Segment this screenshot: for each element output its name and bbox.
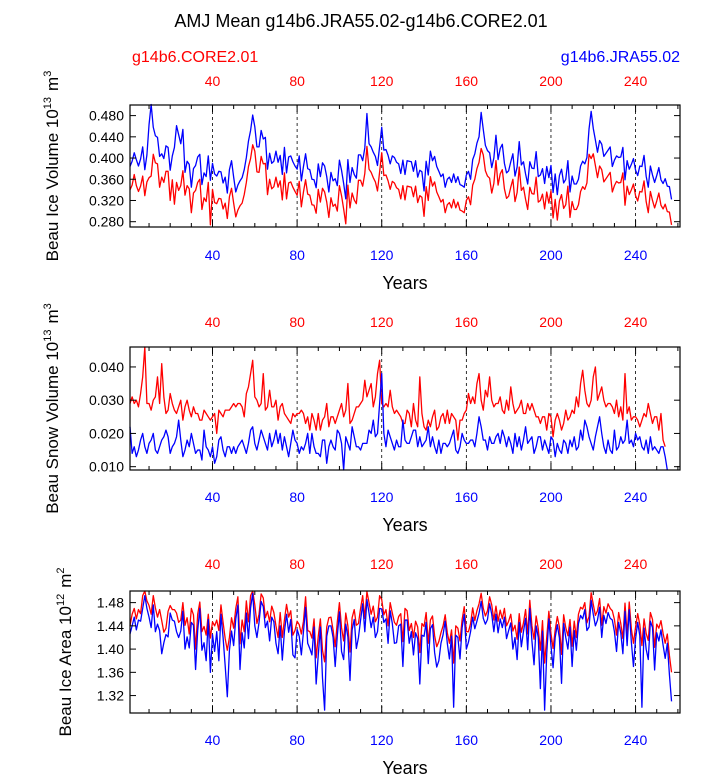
- x-tick-label-top: 40: [205, 314, 221, 330]
- x-tick-label-top: 40: [205, 73, 221, 89]
- chart-panels: 0.280 0.320 0.360 0.400 0.440 0.480 40 40 80 80 12…: [42, 71, 681, 775]
- y-tick-label: 1.32: [97, 688, 124, 704]
- x-tick-label-top: 200: [539, 73, 563, 89]
- series-line-0: [129, 590, 673, 673]
- x-tick-label-top: 40: [205, 556, 221, 572]
- series-line-1: [129, 592, 673, 711]
- y-axis-label-name: Beau Ice Volume: [43, 133, 62, 262]
- x-tick-label-top: 120: [370, 314, 394, 330]
- y-tick-label: 0.480: [89, 108, 124, 124]
- x-tick-label-top: 240: [624, 556, 648, 572]
- x-tick-label-top: 80: [289, 314, 305, 330]
- y-tick-label: 1.48: [97, 595, 124, 611]
- y-axis-label: Beau Ice Volume 1013 m3: [42, 71, 62, 262]
- chart-title: AMJ Mean g14b6.JRA55.02-g14b6.CORE2.01: [174, 11, 547, 31]
- y-axis-unit-exponent: 12: [55, 594, 67, 606]
- x-tick-label-bottom: 160: [455, 247, 479, 263]
- y-axis-unit-base: 10: [56, 606, 75, 625]
- panel-snow-volume: 0.010 0.020 0.030 0.040 40 40 80 80 120 120 160 160…: [42, 303, 681, 535]
- y-tick-label: 0.030: [89, 392, 124, 408]
- y-axis-label-name: Beau Ice Area: [56, 629, 75, 736]
- x-tick-label-top: 240: [624, 73, 648, 89]
- x-tick-label-bottom: 200: [539, 489, 563, 505]
- y-axis-unit-suffix-exponent: 3: [42, 303, 54, 309]
- y-tick-label: 0.400: [89, 150, 124, 166]
- panel-ice-volume: 0.280 0.320 0.360 0.400 0.440 0.480 40 40 80 80 12…: [42, 71, 681, 293]
- x-tick-label-bottom: 80: [289, 247, 305, 263]
- y-axis-unit-base: 10: [43, 109, 62, 128]
- y-tick-label: 0.280: [89, 214, 124, 230]
- y-axis-unit-suffix: m: [56, 574, 75, 588]
- x-tick-label-top: 120: [370, 556, 394, 572]
- x-tick-label-top: 200: [539, 556, 563, 572]
- x-tick-label-bottom: 160: [455, 732, 479, 748]
- plot-frame: [129, 590, 681, 714]
- series-line-1: [129, 372, 668, 471]
- x-tick-label-bottom: 40: [205, 732, 221, 748]
- x-tick-label-bottom: 80: [289, 489, 305, 505]
- x-tick-label-bottom: 40: [205, 247, 221, 263]
- x-tick-label-top: 200: [539, 314, 563, 330]
- y-tick-label: 0.020: [89, 425, 124, 441]
- y-axis-unit-base: 10: [43, 342, 62, 361]
- x-tick-label-top: 160: [455, 556, 479, 572]
- x-tick-label-bottom: 200: [539, 732, 563, 748]
- y-axis-label: Beau Snow Volume 1013 m3: [42, 303, 62, 514]
- y-axis-label: Beau Ice Area 1012 m2: [55, 567, 75, 736]
- x-tick-label-top: 120: [370, 73, 394, 89]
- x-axis-label: Years: [382, 515, 427, 535]
- y-axis-unit-exponent: 13: [42, 330, 54, 342]
- plot-frame: [129, 104, 681, 228]
- y-tick-label: 0.040: [89, 359, 124, 375]
- x-tick-label-bottom: 240: [624, 489, 648, 505]
- y-axis-unit-suffix-exponent: 3: [42, 71, 54, 77]
- x-tick-label-bottom: 120: [370, 489, 394, 505]
- x-tick-label-bottom: 240: [624, 247, 648, 263]
- y-tick-label: 1.36: [97, 664, 124, 680]
- y-tick-label: 1.44: [97, 618, 124, 634]
- x-tick-label-top: 80: [289, 73, 305, 89]
- x-tick-label-bottom: 120: [370, 247, 394, 263]
- x-tick-label-bottom: 80: [289, 732, 305, 748]
- y-axis-label-name: Beau Snow Volume: [43, 365, 62, 513]
- x-tick-label-bottom: 200: [539, 247, 563, 263]
- y-tick-label: 0.010: [89, 459, 124, 475]
- y-axis-unit-exponent: 13: [42, 97, 54, 109]
- y-tick-label: 0.360: [89, 171, 124, 187]
- y-tick-label: 1.40: [97, 641, 124, 657]
- x-tick-label-top: 240: [624, 314, 648, 330]
- x-tick-label-top: 160: [455, 73, 479, 89]
- series-line-1: [129, 103, 673, 200]
- y-tick-label: 0.440: [89, 129, 124, 145]
- x-axis-label: Years: [382, 273, 427, 293]
- x-axis-label: Years: [382, 758, 427, 775]
- x-tick-label-top: 80: [289, 556, 305, 572]
- x-tick-label-bottom: 240: [624, 732, 648, 748]
- legend-right-label: g14b6.JRA55.02: [561, 49, 680, 66]
- series-line-0: [129, 346, 666, 447]
- y-tick-label: 0.320: [89, 192, 124, 208]
- y-axis-unit-suffix: m: [43, 77, 62, 91]
- x-tick-label-top: 160: [455, 314, 479, 330]
- x-tick-label-bottom: 160: [455, 489, 479, 505]
- legend-left-label: g14b6.CORE2.01: [132, 49, 258, 66]
- x-tick-label-bottom: 40: [205, 489, 221, 505]
- x-tick-label-bottom: 120: [370, 732, 394, 748]
- plot-frame: [129, 346, 681, 471]
- y-axis-unit-suffix: m: [43, 309, 62, 323]
- y-axis-unit-suffix-exponent: 2: [55, 567, 67, 573]
- series-line-0: [129, 144, 673, 226]
- panel-ice-area: 1.32 1.36 1.40 1.44 1.48 40 40 80 80 120 120 160 160…: [55, 556, 681, 775]
